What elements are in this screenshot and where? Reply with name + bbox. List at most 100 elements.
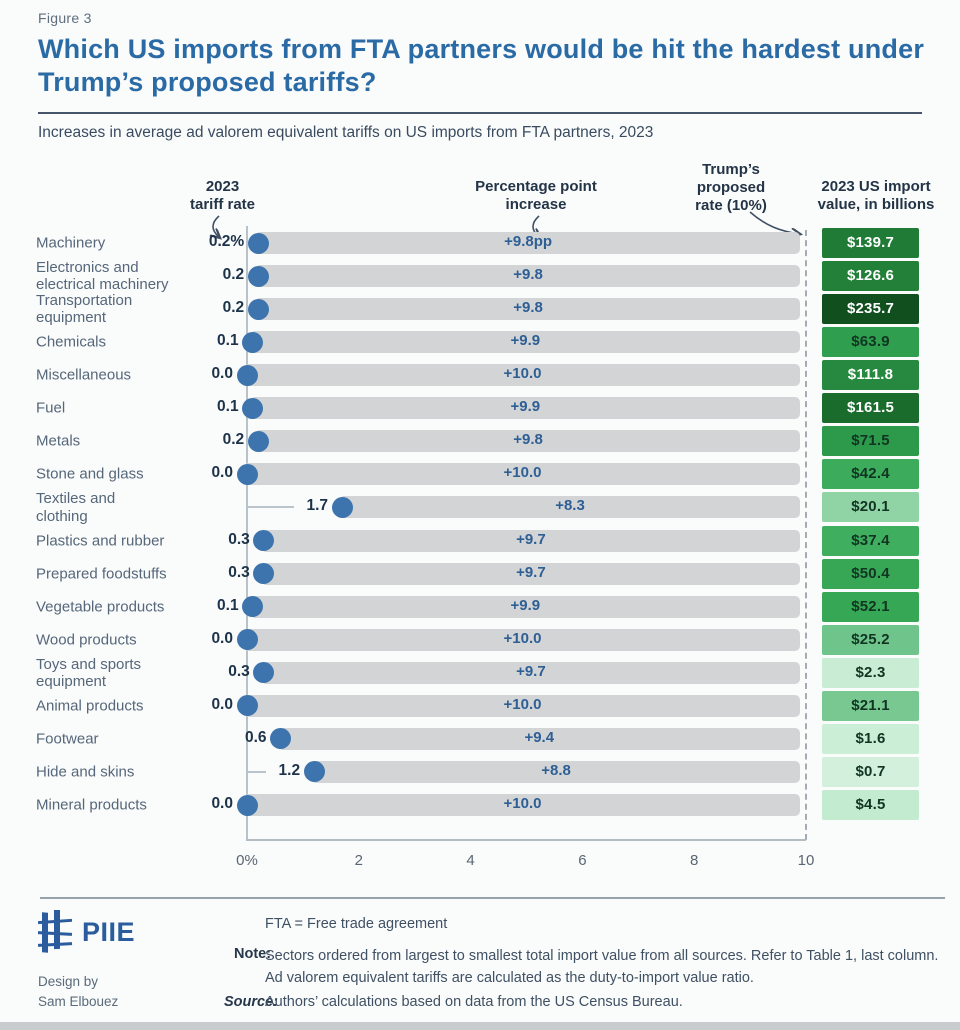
increase-label: +9.8 <box>513 431 543 449</box>
tariff-dot <box>236 695 258 717</box>
import-value-box: $161.5 <box>822 393 919 424</box>
tariff-dot <box>253 530 275 552</box>
design-credit: Design by Sam Elbouez <box>38 974 119 1010</box>
increase-label: +9.7 <box>516 530 546 548</box>
import-value-box: $139.7 <box>822 228 919 258</box>
bar-track <box>256 232 800 254</box>
x-axis-tick-label: 0% <box>236 852 258 869</box>
bar-track <box>312 760 800 783</box>
bottom-edge-strip <box>0 1022 960 1030</box>
tariff-dot <box>242 596 264 618</box>
category-label: Machinery <box>36 234 106 252</box>
bar-track <box>245 794 800 817</box>
tariff-rate-label: 0.2 <box>222 266 245 284</box>
import-value-box: $50.4 <box>822 558 919 589</box>
import-value-box: $111.8 <box>822 360 919 391</box>
bar-track <box>250 397 800 420</box>
category-label: Mineral products <box>36 796 147 814</box>
source-label: Source: <box>224 994 278 1010</box>
bar-track <box>278 727 800 750</box>
increase-label: +9.9 <box>510 332 541 350</box>
bar-track <box>340 496 800 519</box>
import-value-box: $25.2 <box>822 624 919 655</box>
category-label: Prepared foodstuffs <box>36 564 167 582</box>
import-value-box: $2.3 <box>822 657 919 688</box>
category-label: Chemicals <box>36 333 107 351</box>
tariff-rate-label: 0.0 <box>211 629 233 647</box>
import-value-box: $1.6 <box>822 723 919 754</box>
tariff-rate-label: 0.3 <box>228 530 250 548</box>
tariff-dot <box>247 430 269 452</box>
tariff-rate-label: 0.1 <box>217 398 239 416</box>
bar-track <box>250 595 800 618</box>
import-value-box: $21.1 <box>822 690 919 721</box>
bar-track <box>245 628 800 651</box>
increase-label: +8.3 <box>555 497 585 515</box>
category-label: Animal products <box>36 697 144 715</box>
tariff-dot <box>242 331 264 353</box>
column-header-proposed-rate: Trump’s proposed rate (10%) <box>695 161 767 214</box>
increase-label: +9.7 <box>516 662 546 680</box>
bar-track <box>261 529 800 552</box>
piie-logo-text: PIIE <box>82 916 136 947</box>
increase-label: +10.0 <box>503 365 542 383</box>
import-value-box: $37.4 <box>822 525 919 556</box>
tariff-dot <box>331 496 353 518</box>
tariff-rate-label: 1.7 <box>306 497 329 515</box>
increase-label: +9.9 <box>510 398 541 416</box>
tariff-rate-label: 0.3 <box>228 662 250 680</box>
footer: PIIE Design by Sam Elbouez FTA = Free tr… <box>0 880 960 1030</box>
note-text: Sectors ordered from largest to smallest… <box>265 948 939 986</box>
increase-label: +9.9 <box>510 596 541 614</box>
x-axis-tick-label: 2 <box>354 852 363 869</box>
rate-connector-line <box>247 770 267 773</box>
bar-track <box>261 661 800 684</box>
x-axis-line <box>246 839 806 841</box>
bar-track <box>256 265 800 288</box>
x-axis-tick-label: 4 <box>466 852 475 869</box>
tariff-rate-label: 0.3 <box>228 563 250 581</box>
category-label: Miscellaneous <box>36 366 132 384</box>
import-value-box: $71.5 <box>822 426 919 457</box>
category-label: Textiles and clothing <box>36 490 116 525</box>
column-header-tariff-rate: 2023 tariff rate <box>189 178 256 213</box>
bar-track <box>256 298 800 321</box>
category-label: Transportation equipment <box>36 291 133 327</box>
column-header-increase: Percentage point increase <box>475 178 597 213</box>
tariff-rate-label: 0.0 <box>211 695 233 713</box>
page-subtitle: Increases in average ad valorem equivale… <box>38 124 654 141</box>
tariff-dot <box>242 397 264 419</box>
x-axis-tick-label: 10 <box>797 852 815 869</box>
increase-label: +10.0 <box>503 464 542 482</box>
tariff-rate-label: 0.2% <box>208 233 245 250</box>
import-value-box: $126.6 <box>822 261 919 292</box>
increase-label: +10.0 <box>503 629 542 647</box>
piie-logo: PIIE <box>38 910 135 954</box>
increase-label: +9.8 <box>513 266 543 284</box>
tariff-dot <box>247 298 269 320</box>
category-label: Footwear <box>36 730 99 748</box>
tariff-rate-label: 1.2 <box>278 761 301 779</box>
import-value-box: $0.7 <box>822 756 919 787</box>
increase-label: +8.8 <box>541 761 571 779</box>
import-value-box: $20.1 <box>822 492 919 523</box>
category-label: Toys and sports equipment <box>36 655 142 690</box>
category-label: Electronics and electrical machinery <box>36 258 169 294</box>
category-label: Metals <box>36 432 81 450</box>
increase-label: +9.7 <box>516 563 546 581</box>
tariff-rate-label: 0.6 <box>244 728 267 746</box>
x-axis-tick-label: 8 <box>690 852 699 869</box>
tariff-dot <box>236 364 258 386</box>
import-value-box: $63.9 <box>822 327 919 358</box>
footer-divider <box>40 897 945 899</box>
bar-track <box>245 364 800 387</box>
tariff-dot <box>253 662 275 684</box>
tariff-rate-label: 0.1 <box>217 596 239 614</box>
increase-label: +9.8 <box>513 299 543 317</box>
bar-track <box>250 331 800 354</box>
proposed-rate-dashed-line <box>805 230 807 840</box>
increase-label: +9.4 <box>524 728 555 746</box>
bar-track <box>261 562 800 585</box>
bar-track <box>256 430 800 453</box>
tariff-dot <box>236 794 258 816</box>
